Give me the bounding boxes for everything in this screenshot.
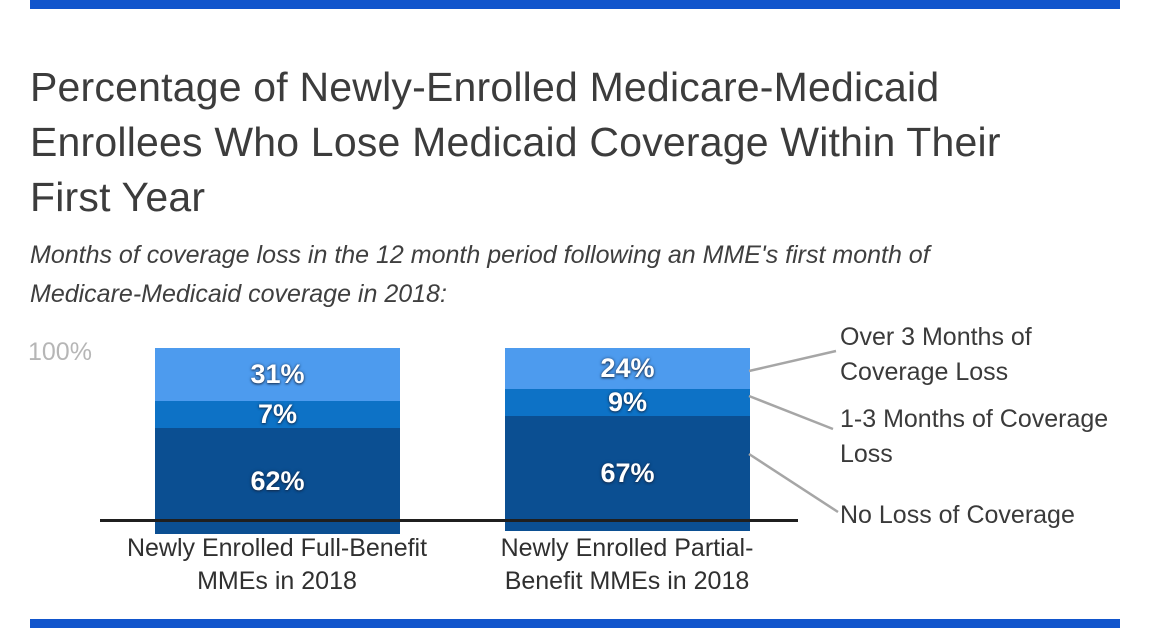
legend-entry-line: No Loss of Coverage (840, 501, 1075, 529)
connector-line-1-3-months (748, 394, 834, 431)
top-accent-bar (30, 0, 1120, 9)
bar-segment: 31% (155, 348, 400, 401)
chart-title: Percentage of Newly-Enrolled Medicare-Me… (30, 60, 1130, 225)
bar-segment: 24% (505, 348, 750, 390)
chart-title-line: First Year (30, 174, 206, 220)
bar-value-label: 7% (257, 399, 298, 429)
chart-subtitle-line: Months of coverage loss in the 12 month … (30, 241, 930, 269)
legend-entry-line: Coverage Loss (840, 358, 1009, 386)
category-label-line: MMEs in 2018 (197, 567, 357, 595)
stacked-bar-full-benefit: 31% 7% 62% (155, 348, 400, 535)
bar-segment: 9% (505, 387, 750, 418)
x-axis-line (100, 519, 798, 522)
category-label-full-benefit: Newly Enrolled Full-Benefit MMEs in 2018 (97, 532, 457, 598)
y-axis-100-percent-label: 100% (28, 338, 92, 366)
bar-segment: 7% (155, 401, 400, 428)
bar-segment: 62% (155, 428, 400, 535)
chart-title-line: Percentage of Newly-Enrolled Medicare-Me… (30, 64, 940, 110)
category-label-partial-benefit: Newly Enrolled Partial- Benefit MMEs in … (447, 532, 807, 598)
category-label-line: Benefit MMEs in 2018 (504, 567, 750, 595)
legend-entry-no-loss: No Loss of Coverage (840, 498, 1135, 533)
legend-entry-over-3-months: Over 3 Months of Coverage Loss (840, 320, 1135, 390)
chart-subtitle: Months of coverage loss in the 12 month … (30, 236, 1050, 314)
bar-value-label: 9% (607, 387, 648, 418)
bar-value-label: 62% (250, 465, 305, 496)
legend-entry-line: 1-3 Months of Coverage (840, 405, 1109, 433)
chart-title-line: Enrollees Who Lose Medicaid Coverage Wit… (30, 119, 1001, 165)
legend-entry-line: Loss (840, 440, 893, 468)
bar-segment: 67% (505, 416, 750, 531)
connector-line-over-3-months (748, 349, 837, 373)
bar-value-label: 24% (600, 353, 655, 384)
stacked-bar-partial-benefit: 24% 9% 67% (505, 348, 750, 531)
bar-value-label: 31% (250, 359, 305, 389)
connector-line-no-loss (748, 452, 839, 514)
legend-entry-1-3-months: 1-3 Months of Coverage Loss (840, 402, 1135, 472)
bar-value-label: 67% (600, 457, 655, 488)
category-label-line: Newly Enrolled Partial- (500, 534, 754, 562)
bottom-accent-bar (30, 619, 1120, 628)
chart-subtitle-line: Medicare-Medicaid coverage in 2018: (30, 280, 447, 308)
legend-entry-line: Over 3 Months of (840, 323, 1032, 351)
category-label-line: Newly Enrolled Full-Benefit (126, 534, 428, 562)
